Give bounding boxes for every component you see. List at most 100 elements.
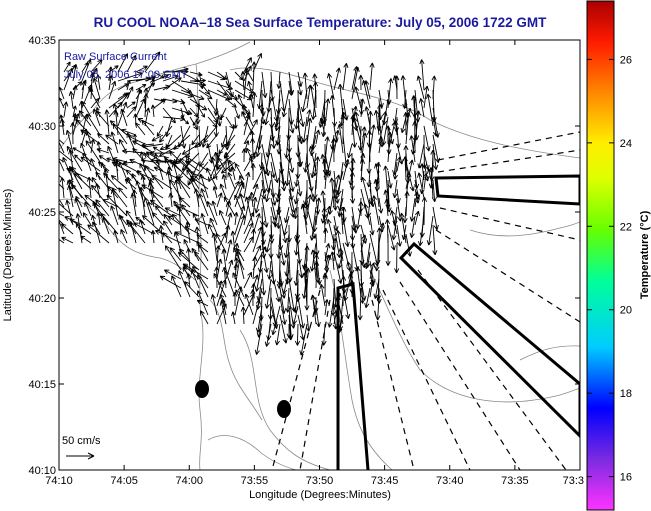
current-vector <box>405 233 412 257</box>
current-vector <box>279 278 286 299</box>
current-vector <box>270 152 280 183</box>
current-vector <box>98 155 110 163</box>
current-vector <box>297 98 305 127</box>
current-vector <box>173 179 182 208</box>
current-vector <box>369 279 375 298</box>
scale-arrow <box>66 452 95 460</box>
current-vector <box>90 158 101 181</box>
x-tick-label: 73:3 <box>563 475 584 487</box>
current-vector <box>405 161 415 192</box>
current-vector <box>244 293 254 316</box>
current-vector <box>234 71 244 81</box>
annotation-raw-surface-current: Raw Surface Current <box>64 51 167 63</box>
survey-box-east <box>434 174 580 206</box>
current-vector <box>364 287 371 309</box>
current-vector <box>351 66 360 100</box>
current-vector <box>292 305 299 325</box>
current-vector <box>192 116 200 126</box>
current-vector <box>59 212 65 217</box>
current-vector <box>59 238 65 244</box>
current-vector <box>417 172 425 199</box>
current-vector <box>369 262 376 280</box>
current-vector <box>108 80 117 100</box>
current-vector <box>337 314 344 334</box>
current-vector <box>72 147 83 154</box>
current-vector <box>387 224 396 251</box>
current-vector <box>378 136 384 154</box>
current-vector <box>392 179 398 199</box>
current-vector <box>218 209 227 226</box>
current-vector <box>149 199 173 217</box>
current-vector <box>88 87 101 109</box>
current-vector <box>212 161 227 180</box>
isobath-4 <box>229 67 580 159</box>
current-vector <box>85 140 101 163</box>
current-vector <box>243 65 252 82</box>
current-vector <box>332 107 338 127</box>
current-vector <box>126 54 137 73</box>
current-vector <box>117 101 128 127</box>
current-vector <box>78 110 92 127</box>
current-vector <box>416 75 425 100</box>
current-vector <box>288 152 295 173</box>
current-vector <box>193 188 200 208</box>
current-vector <box>72 64 78 82</box>
current-vector <box>270 206 277 226</box>
current-vector <box>162 74 179 82</box>
current-vector <box>360 126 367 154</box>
y-axis: 40:10 40:15 40:20 40:25 40:30 40:35 <box>28 35 580 477</box>
current-vector <box>211 200 218 217</box>
current-vector <box>342 287 351 320</box>
current-vector <box>190 175 209 190</box>
current-vector <box>212 186 218 199</box>
current-vector <box>297 251 304 279</box>
current-vector <box>184 281 200 298</box>
current-vector <box>399 212 407 244</box>
isobath-6 <box>519 345 580 361</box>
current-vector <box>412 120 418 154</box>
current-vector <box>104 109 110 136</box>
current-vector <box>63 61 71 73</box>
current-vector <box>250 163 256 181</box>
current-vector <box>243 236 254 253</box>
current-vector <box>299 323 308 356</box>
current-vector <box>365 251 371 268</box>
current-vector <box>240 306 246 325</box>
current-vector <box>252 226 263 253</box>
current-vector <box>162 220 173 235</box>
current-vector <box>67 184 74 208</box>
current-vector <box>342 159 350 181</box>
current-vector <box>432 206 439 231</box>
current-vector <box>251 92 258 118</box>
current-vector <box>369 215 375 236</box>
current-vector <box>171 213 191 235</box>
current-vector <box>179 158 200 181</box>
current-vector <box>230 166 236 181</box>
transect-line <box>439 207 580 241</box>
current-vector <box>235 251 245 280</box>
current-vector <box>246 147 254 163</box>
current-vector <box>59 198 65 208</box>
y-tick-label: 40:15 <box>28 379 56 391</box>
current-vector <box>329 251 336 271</box>
x-tick-label: 73:40 <box>436 475 464 487</box>
current-vector <box>198 107 206 118</box>
colorbar-label: Temperature (°C) <box>639 210 651 299</box>
current-vector <box>361 80 371 109</box>
current-vector <box>305 267 311 289</box>
current-vector <box>270 116 277 149</box>
current-vector <box>430 149 436 172</box>
x-axis: 74:10 74:05 74:00 73:55 73:50 73:45 73:40 73:35… <box>45 40 584 487</box>
current-vector <box>198 193 209 217</box>
current-vector <box>167 215 182 226</box>
current-vector <box>95 199 110 217</box>
current-vector <box>59 147 74 163</box>
current-vector <box>326 73 335 100</box>
y-tick-label: 40:10 <box>28 465 56 477</box>
current-vector <box>243 271 252 289</box>
station-markers <box>195 380 291 418</box>
current-vector <box>373 278 380 299</box>
colorbar: 16 18 20 22 24 26 Temperature (°C) <box>586 0 651 511</box>
current-vector <box>383 189 389 208</box>
y-axis-label: Latitude (Degrees:Minutes) <box>2 189 14 322</box>
